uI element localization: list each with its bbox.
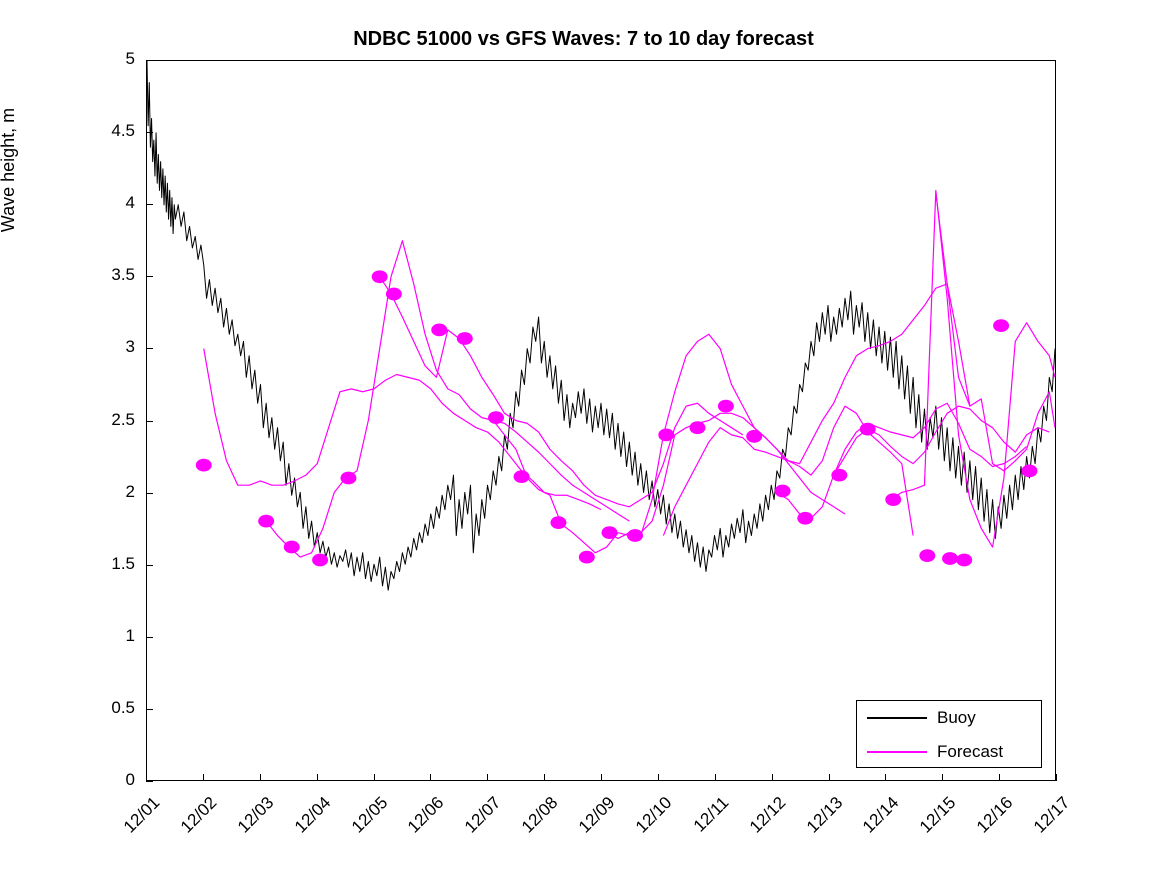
x-tick-mark bbox=[601, 774, 602, 781]
x-tick-mark bbox=[657, 774, 659, 781]
series-line-forecast-1 bbox=[204, 349, 601, 510]
legend-line-forecast bbox=[867, 751, 927, 753]
legend-label-forecast: Forecast bbox=[937, 742, 1004, 761]
x-tick-mark bbox=[999, 774, 1001, 781]
plot-svg bbox=[147, 61, 1055, 780]
series-line-forecast-8 bbox=[834, 406, 1050, 475]
chart-legend: Buoy Forecast bbox=[856, 700, 1042, 768]
forecast-start-marker bbox=[797, 511, 814, 525]
y-tick-mark bbox=[146, 348, 153, 350]
y-tick-mark bbox=[146, 636, 153, 638]
y-tick-mark bbox=[146, 204, 153, 206]
forecast-start-marker bbox=[550, 516, 567, 529]
x-tick-mark bbox=[828, 774, 830, 781]
forecast-start-marker bbox=[283, 540, 300, 554]
x-tick-mark bbox=[316, 774, 318, 781]
x-tick-mark bbox=[373, 774, 375, 781]
y-tick-label: 3.5 bbox=[111, 265, 135, 285]
y-axis-label: Wave height, m bbox=[0, 107, 18, 233]
x-tick-mark bbox=[885, 774, 887, 781]
forecast-start-marker bbox=[258, 514, 275, 528]
series-line-forecast-10 bbox=[936, 193, 1055, 471]
y-tick-label: 1.5 bbox=[111, 553, 135, 573]
x-tick-mark bbox=[430, 774, 432, 781]
forecast-start-marker bbox=[746, 429, 763, 443]
forecast-start-marker bbox=[956, 553, 973, 567]
y-tick-label: 3 bbox=[125, 337, 135, 357]
forecast-start-marker bbox=[601, 526, 618, 540]
forecast-start-marker bbox=[831, 468, 848, 482]
y-tick-mark bbox=[146, 420, 153, 422]
forecast-start-marker bbox=[919, 549, 936, 563]
legend-line-buoy bbox=[867, 717, 927, 719]
legend-item-buoy: Buoy bbox=[857, 701, 1041, 735]
forecast-start-marker bbox=[627, 529, 644, 542]
forecast-start-marker bbox=[1021, 464, 1038, 478]
y-tick-mark bbox=[146, 781, 153, 782]
series-line-buoy bbox=[147, 61, 1055, 590]
series-line-forecast-6 bbox=[663, 284, 969, 536]
forecast-start-marker bbox=[371, 270, 388, 284]
series-line-forecast-2 bbox=[266, 241, 629, 557]
x-tick-mark bbox=[202, 774, 204, 781]
x-tick-mark bbox=[259, 774, 261, 781]
forecast-start-marker bbox=[488, 411, 504, 425]
y-tick-mark bbox=[146, 60, 153, 61]
series-line-forecast-3 bbox=[380, 277, 743, 507]
chart-title: NDBC 51000 vs GFS Waves: 7 to 10 day for… bbox=[353, 28, 814, 50]
forecast-start-marker bbox=[859, 422, 876, 436]
forecast-start-marker bbox=[312, 553, 329, 567]
y-tick-label: 1 bbox=[125, 625, 135, 645]
y-tick-label: 0.5 bbox=[111, 697, 135, 717]
x-tick-mark bbox=[544, 774, 546, 781]
y-tick-label: 4.5 bbox=[111, 121, 135, 141]
y-tick-label: 0 bbox=[125, 770, 135, 789]
forecast-start-marker bbox=[993, 319, 1010, 332]
forecast-start-marker bbox=[340, 471, 357, 485]
forecast-start-marker bbox=[385, 287, 402, 301]
x-tick-mark bbox=[942, 774, 944, 781]
forecast-start-marker bbox=[431, 323, 448, 337]
series-line-forecast-7 bbox=[777, 403, 1027, 518]
y-tick-mark bbox=[146, 492, 153, 494]
x-tick-mark bbox=[487, 774, 489, 781]
forecast-start-marker bbox=[578, 550, 595, 564]
forecast-start-marker bbox=[689, 421, 706, 435]
x-tick-mark bbox=[146, 774, 147, 781]
forecast-start-marker bbox=[942, 552, 958, 565]
y-tick-label: 2.5 bbox=[111, 409, 135, 429]
plot-area bbox=[146, 60, 1056, 781]
x-tick-label: 12/01 bbox=[119, 793, 164, 837]
x-tick-mark bbox=[714, 774, 716, 781]
forecast-start-marker bbox=[717, 399, 734, 413]
legend-item-forecast: Forecast bbox=[857, 735, 1041, 769]
y-tick-mark bbox=[146, 132, 153, 134]
y-tick-label: 5 bbox=[125, 49, 135, 68]
figure-container: NDBC 51000 vs GFS Waves: 7 to 10 day for… bbox=[0, 28, 1073, 837]
forecast-start-marker bbox=[774, 484, 791, 498]
legend-label-buoy: Buoy bbox=[937, 708, 976, 727]
x-tick-mark bbox=[771, 774, 773, 781]
series-line-forecast-9 bbox=[890, 190, 1055, 547]
series-line-forecast-4 bbox=[493, 413, 845, 552]
forecast-start-marker bbox=[885, 493, 902, 506]
y-tick-label: 4 bbox=[125, 193, 135, 213]
y-tick-mark bbox=[146, 276, 153, 278]
x-tick-mark bbox=[1056, 774, 1057, 781]
forecast-start-marker bbox=[195, 458, 212, 472]
forecast-start-marker bbox=[658, 428, 675, 442]
y-tick-mark bbox=[146, 564, 153, 566]
forecast-start-marker bbox=[456, 332, 473, 345]
forecast-start-marker bbox=[513, 470, 530, 483]
y-tick-mark bbox=[146, 708, 153, 710]
y-tick-label: 2 bbox=[125, 481, 135, 501]
